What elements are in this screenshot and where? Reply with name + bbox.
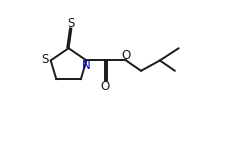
Text: O: O: [101, 80, 110, 93]
Text: O: O: [121, 49, 131, 62]
Text: N: N: [82, 59, 91, 72]
Text: S: S: [68, 17, 75, 30]
Text: S: S: [42, 53, 49, 66]
